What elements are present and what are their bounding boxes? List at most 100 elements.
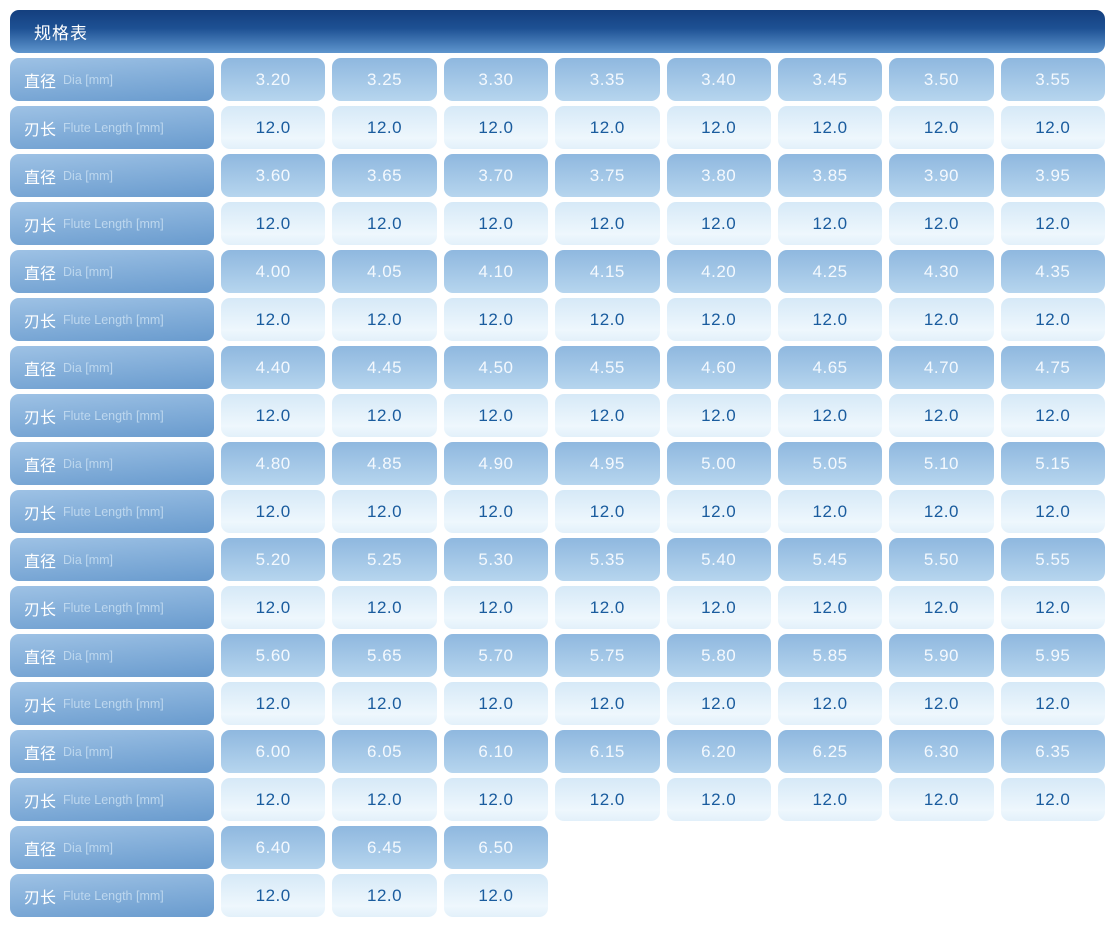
dia-value-cell: 6.40 — [221, 826, 326, 869]
dia-value-cell: 4.60 — [666, 346, 771, 389]
flute-value-cell: 12.0 — [1000, 202, 1105, 245]
flute-value-cell: 12.0 — [332, 298, 437, 341]
flute-value-cell: 12.0 — [1000, 586, 1105, 629]
empty-cell — [555, 826, 659, 869]
dia-row-label: 直径 Dia [mm] — [10, 58, 214, 101]
flute-value-cell: 12.0 — [443, 394, 549, 437]
flute-value-cell: 12.0 — [777, 298, 883, 341]
flute-value-cell: 12.0 — [666, 682, 771, 725]
flute-value-cell: 12.0 — [555, 586, 660, 629]
dia-value-cell: 5.15 — [1000, 442, 1105, 485]
flute-value-cell: 12.0 — [443, 874, 549, 917]
flute-value-cell: 12.0 — [1000, 778, 1105, 821]
dia-value-cell: 4.30 — [889, 250, 994, 293]
empty-cell — [889, 826, 993, 869]
dia-value-cell: 4.40 — [221, 346, 326, 389]
flute-value-cell: 12.0 — [221, 298, 326, 341]
flute-value-cell: 12.0 — [555, 106, 660, 149]
flute-row-label-zh: 刃长 — [24, 313, 57, 331]
dia-value-cell: 3.75 — [555, 154, 660, 197]
flute-value-cell: 12.0 — [1000, 298, 1105, 341]
dia-value-cell: 6.45 — [332, 826, 437, 869]
dia-row-label-zh: 直径 — [24, 457, 57, 475]
dia-value-cell: 3.85 — [777, 154, 883, 197]
flute-row-label-zh: 刃长 — [24, 793, 57, 811]
dia-value-cell: 3.60 — [221, 154, 326, 197]
dia-value-cell: 6.20 — [666, 730, 771, 773]
flute-value-cell: 12.0 — [1000, 682, 1105, 725]
flute-row-label-en: Flute Length [mm] — [63, 504, 164, 519]
flute-row-label: 刃长 Flute Length [mm] — [10, 394, 214, 437]
dia-value-cell: 5.70 — [443, 634, 549, 677]
dia-value-cell: 5.65 — [332, 634, 437, 677]
flute-value-cell: 12.0 — [221, 202, 326, 245]
dia-row-label: 直径 Dia [mm] — [10, 154, 214, 197]
flute-value-cell: 12.0 — [443, 298, 549, 341]
dia-value-cell: 3.65 — [332, 154, 437, 197]
dia-value-cell: 3.25 — [332, 58, 437, 101]
flute-row-label-en: Flute Length [mm] — [63, 888, 164, 903]
dia-row-label-zh: 直径 — [24, 73, 57, 91]
flute-value-cell: 12.0 — [555, 202, 660, 245]
dia-value-cell: 4.80 — [221, 442, 326, 485]
dia-value-cell: 6.25 — [777, 730, 883, 773]
flute-value-cell: 12.0 — [332, 106, 437, 149]
dia-value-cell: 4.70 — [889, 346, 994, 389]
dia-row-label-en: Dia [mm] — [63, 456, 114, 471]
dia-row-label: 直径 Dia [mm] — [10, 538, 214, 581]
flute-value-cell: 12.0 — [889, 490, 994, 533]
empty-cell — [778, 874, 882, 917]
flute-row-label-en: Flute Length [mm] — [63, 312, 164, 327]
flute-row-label-zh: 刃长 — [24, 505, 57, 523]
dia-row-label-zh: 直径 — [24, 169, 57, 187]
dia-value-cell: 4.85 — [332, 442, 437, 485]
dia-value-cell: 5.30 — [443, 538, 549, 581]
flute-value-cell: 12.0 — [555, 298, 660, 341]
flute-value-cell: 12.0 — [666, 202, 771, 245]
dia-value-cell: 6.10 — [443, 730, 549, 773]
dia-row-label-en: Dia [mm] — [63, 264, 114, 279]
flute-row-label: 刃长 Flute Length [mm] — [10, 202, 214, 245]
dia-value-cell: 4.05 — [332, 250, 437, 293]
flute-value-cell: 12.0 — [555, 394, 660, 437]
flute-value-cell: 12.0 — [889, 106, 994, 149]
flute-value-cell: 12.0 — [666, 778, 771, 821]
dia-value-cell: 4.50 — [443, 346, 549, 389]
dia-row-label-zh: 直径 — [24, 265, 57, 283]
flute-value-cell: 12.0 — [889, 298, 994, 341]
flute-value-cell: 12.0 — [777, 490, 883, 533]
flute-row-label-en: Flute Length [mm] — [63, 792, 164, 807]
dia-row-label-zh: 直径 — [24, 841, 57, 859]
flute-value-cell: 12.0 — [332, 778, 437, 821]
dia-value-cell: 5.85 — [777, 634, 883, 677]
flute-value-cell: 12.0 — [221, 490, 326, 533]
dia-value-cell: 4.00 — [221, 250, 326, 293]
flute-row-label: 刃长 Flute Length [mm] — [10, 586, 214, 629]
flute-value-cell: 12.0 — [1000, 394, 1105, 437]
flute-value-cell: 12.0 — [555, 778, 660, 821]
flute-row-label-en: Flute Length [mm] — [63, 600, 164, 615]
flute-value-cell: 12.0 — [332, 586, 437, 629]
flute-value-cell: 12.0 — [777, 106, 883, 149]
flute-row-label-zh: 刃长 — [24, 601, 57, 619]
flute-row-label-en: Flute Length [mm] — [63, 216, 164, 231]
dia-row-label-zh: 直径 — [24, 553, 57, 571]
flute-row-label: 刃长 Flute Length [mm] — [10, 682, 214, 725]
dia-row-label: 直径 Dia [mm] — [10, 442, 214, 485]
spec-table: 直径 Dia [mm] 3.20 3.25 3.30 3.35 3.40 3.45 3.50 3.… — [10, 58, 1105, 917]
empty-cell — [667, 874, 771, 917]
flute-row-label: 刃长 Flute Length [mm] — [10, 778, 214, 821]
flute-value-cell: 12.0 — [221, 874, 326, 917]
flute-value-cell: 12.0 — [889, 202, 994, 245]
dia-value-cell: 4.75 — [1000, 346, 1105, 389]
flute-value-cell: 12.0 — [221, 682, 326, 725]
dia-value-cell: 4.10 — [443, 250, 549, 293]
dia-value-cell: 4.95 — [555, 442, 660, 485]
flute-value-cell: 12.0 — [777, 682, 883, 725]
dia-value-cell: 3.45 — [777, 58, 883, 101]
flute-row-label: 刃长 Flute Length [mm] — [10, 298, 214, 341]
flute-row-label-en: Flute Length [mm] — [63, 120, 164, 135]
dia-value-cell: 4.45 — [332, 346, 437, 389]
flute-value-cell: 12.0 — [443, 778, 549, 821]
